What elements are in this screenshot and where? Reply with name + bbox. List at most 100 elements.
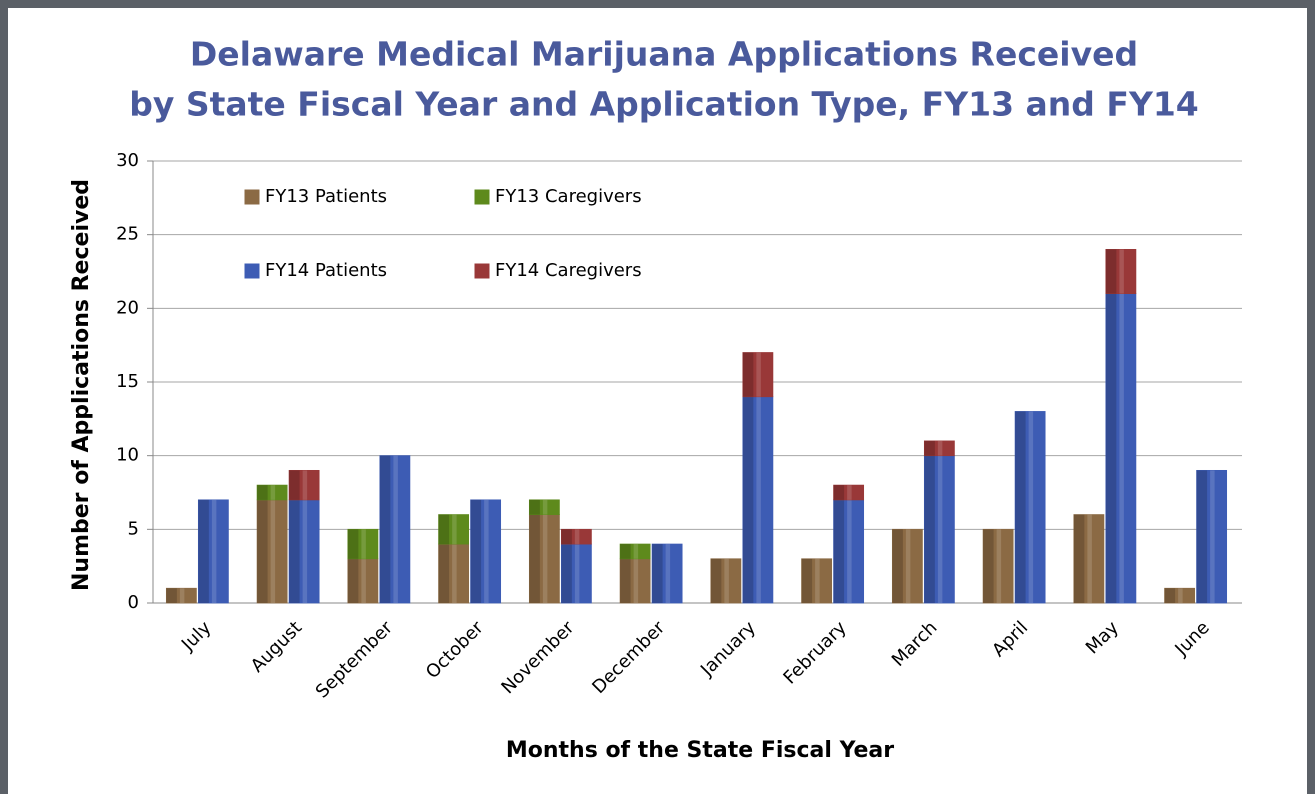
bar-highlight <box>996 529 1002 603</box>
bar-shade <box>983 529 994 603</box>
bar-shade <box>742 352 754 397</box>
bar-segment <box>347 528 379 560</box>
bar-highlight <box>1087 514 1092 603</box>
bar-shade <box>379 455 391 603</box>
bar-shade <box>801 558 813 603</box>
bar-shade <box>924 440 935 456</box>
bar-shade <box>257 485 268 500</box>
bar-segment <box>288 499 320 604</box>
bar-segment <box>1164 587 1196 604</box>
bar-segment <box>470 499 502 604</box>
bar-segment <box>891 528 923 604</box>
bar-highlight <box>542 514 548 603</box>
bar-shade <box>347 558 359 603</box>
bar-shade <box>529 499 540 515</box>
bar-highlight <box>937 440 943 456</box>
bar-segment <box>982 528 1014 604</box>
bar-highlight <box>1028 411 1034 603</box>
bar-highlight <box>847 499 852 603</box>
bar-segment <box>256 484 288 501</box>
bar-highlight <box>937 455 943 603</box>
bar-highlight <box>633 558 639 603</box>
bar-highlight <box>302 499 308 603</box>
bar-shade <box>470 499 482 603</box>
y-tick-label: 20 <box>116 297 139 318</box>
bar-highlight <box>1119 293 1124 603</box>
bar-segment <box>288 469 320 501</box>
bar-highlight <box>756 352 761 397</box>
bar-shade <box>561 544 572 603</box>
bar-shade <box>833 485 845 500</box>
bar-segment <box>619 543 651 560</box>
bar-segment <box>256 499 288 604</box>
bar-shade <box>561 529 572 545</box>
bar-highlight <box>905 529 911 603</box>
bar-shade <box>198 499 209 603</box>
bar-shade <box>1015 411 1026 603</box>
bar-highlight <box>665 544 671 603</box>
legend-swatch <box>474 263 490 279</box>
bar-shade <box>438 544 450 603</box>
bar-segment <box>923 455 955 604</box>
bar-segment <box>801 558 833 604</box>
y-axis-title: Number of Applications Received <box>69 179 94 591</box>
legend-label: FY13 Patients <box>265 186 387 207</box>
bar-segment <box>833 484 865 501</box>
y-tick-label: 5 <box>128 518 139 539</box>
legend-label: FY14 Patients <box>265 260 387 281</box>
bar-highlight <box>211 499 217 603</box>
bar-highlight <box>452 514 457 545</box>
bar-highlight <box>393 455 398 603</box>
bar-highlight <box>302 470 308 500</box>
chart-background <box>8 8 1307 794</box>
bar-segment <box>742 396 774 604</box>
bar-segment <box>1073 514 1105 604</box>
bar-shade <box>529 514 540 603</box>
bar-highlight <box>847 485 852 500</box>
bar-segment <box>528 499 560 516</box>
bar-segment <box>619 558 651 604</box>
legend-swatch <box>244 189 260 205</box>
bar-shade <box>892 529 903 603</box>
bar-shade <box>652 544 663 603</box>
bar-segment <box>165 587 197 604</box>
bar-shade <box>620 558 631 603</box>
y-tick-label: 30 <box>116 150 139 171</box>
bar-highlight <box>452 544 457 603</box>
legend-swatch <box>244 263 260 279</box>
bar-highlight <box>484 499 489 603</box>
bar-segment <box>560 543 592 604</box>
bar-highlight <box>270 499 276 603</box>
y-tick-label: 25 <box>116 224 139 245</box>
bar-highlight <box>574 544 580 603</box>
bar-segment <box>1105 248 1137 294</box>
bar-shade <box>1196 470 1208 603</box>
bar-highlight <box>633 544 639 559</box>
y-tick-label: 0 <box>128 592 139 613</box>
bar-highlight <box>1178 588 1183 603</box>
legend-swatch <box>474 189 490 205</box>
y-tick-label: 10 <box>116 445 139 466</box>
bar-shade <box>257 499 268 603</box>
bar-shade <box>924 455 935 603</box>
bar-highlight <box>361 529 366 559</box>
bar-shade <box>289 470 300 500</box>
bar-highlight <box>756 396 761 603</box>
bar-shade <box>1164 588 1176 603</box>
chart-title: Delaware Medical Marijuana Applications … <box>190 35 1138 74</box>
bar-shade <box>289 499 300 603</box>
legend-label: FY13 Caregivers <box>495 186 642 207</box>
bar-segment <box>197 499 229 604</box>
bar-highlight <box>574 529 580 545</box>
bar-shade <box>620 544 631 559</box>
bar-segment <box>1196 469 1228 604</box>
bar-shade <box>166 588 177 603</box>
bar-highlight <box>542 499 548 515</box>
bar-highlight <box>179 588 185 603</box>
bar-highlight <box>361 558 366 603</box>
bar-segment <box>833 499 865 604</box>
bar-highlight <box>1119 249 1124 294</box>
bar-shade <box>347 529 359 559</box>
chart-title: by State Fiscal Year and Application Typ… <box>129 85 1199 124</box>
